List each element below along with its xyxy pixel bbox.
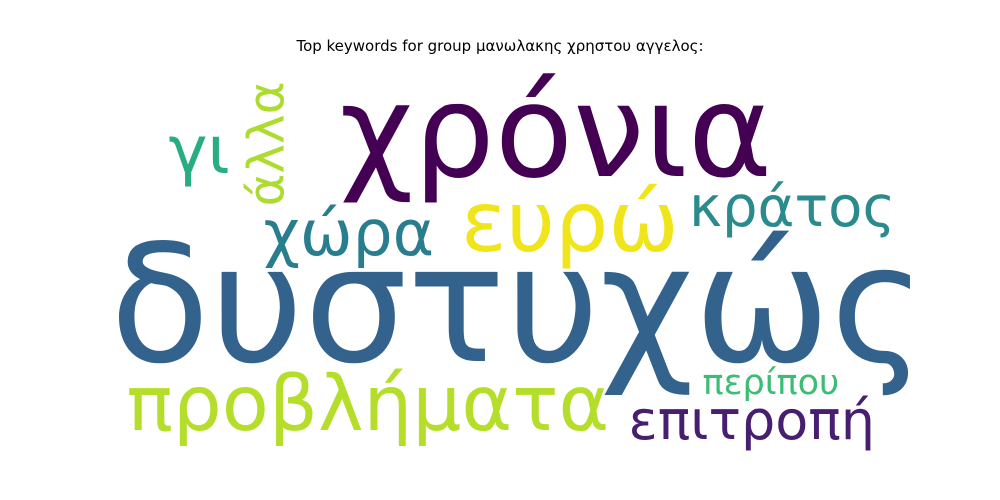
chart-title: Top keywords for group μανωλακης χρηστου… <box>296 37 704 55</box>
word-10: περίπου <box>702 362 840 403</box>
word-4: προβλήματα <box>126 359 610 449</box>
word-2: χρόνια <box>339 58 773 207</box>
word-3: ευρώ <box>461 173 679 271</box>
word-7: επιτροπή <box>628 389 876 452</box>
word-5: χώρα <box>263 196 435 270</box>
word-9: άλλα <box>237 81 296 207</box>
word-1: δυστυχώς <box>110 210 927 400</box>
word-8: γι <box>168 112 230 189</box>
word-6: κράτος <box>689 175 896 240</box>
